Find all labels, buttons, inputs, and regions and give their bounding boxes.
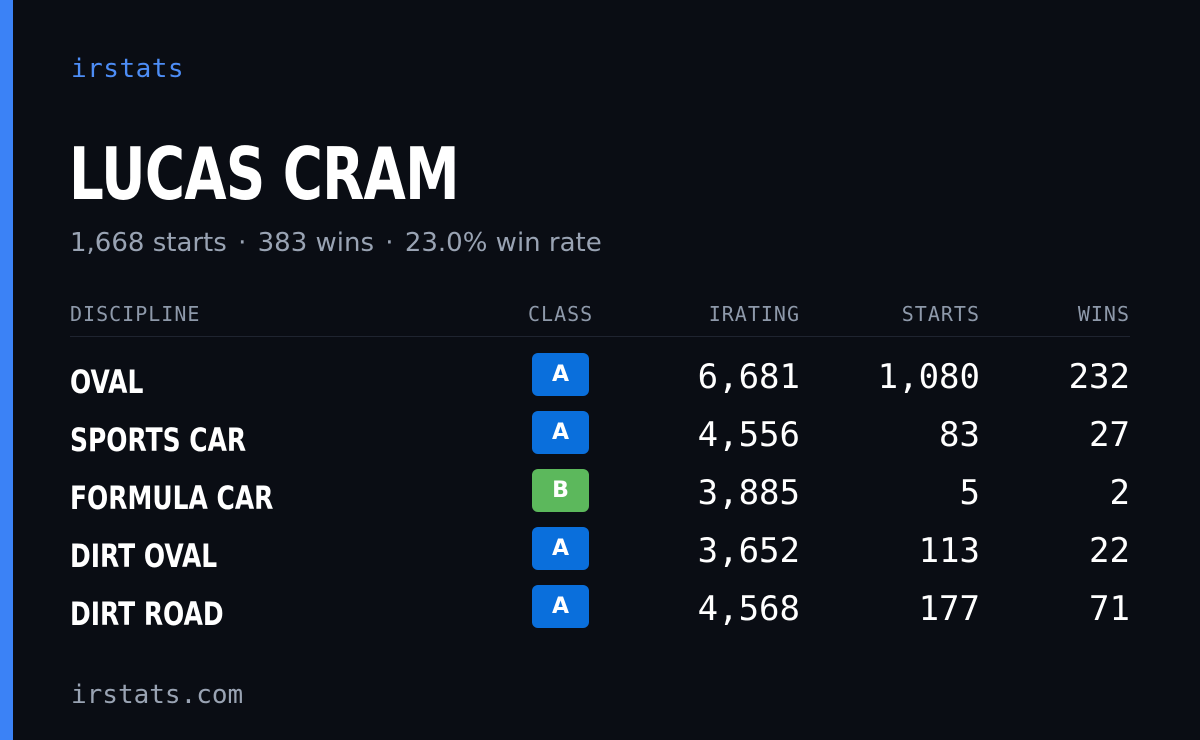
table-row: OVAL A 6,681 1,080 232 [70,353,1130,411]
starts-value: 1,080 [877,357,980,397]
header-starts: STARTS [901,302,980,326]
discipline-name: FORMULA CAR [70,479,274,517]
discipline-name: SPORTS CAR [70,421,247,459]
wins-value: 22 [1089,531,1130,571]
separator: · [385,228,394,258]
irating-value: 4,568 [697,589,800,629]
table-row: SPORTS CAR A 4,556 83 27 [70,411,1130,469]
starts-value: 177 [918,589,980,629]
class-badge: B [532,469,589,512]
irating-value: 3,652 [697,531,800,571]
starts-value: 113 [918,531,980,571]
table-row: DIRT ROAD A 4,568 177 71 [70,585,1130,643]
total-starts: 1,668 starts [70,228,227,258]
brand-logo-text[interactable]: irstats [71,54,185,84]
wins-value: 2 [1109,473,1130,513]
table-header: DISCIPLINE CLASS IRATING STARTS WINS [70,298,1130,337]
header-class: CLASS [528,302,594,326]
irating-value: 4,556 [697,415,800,455]
win-rate: 23.0% win rate [404,228,602,258]
driver-name: LUCAS CRAM [69,132,460,216]
discipline-name: DIRT ROAD [70,595,224,633]
wins-value: 71 [1089,589,1130,629]
separator: · [238,228,247,258]
class-badge: A [532,411,589,454]
table-row: DIRT OVAL A 3,652 113 22 [70,527,1130,585]
discipline-name: OVAL [70,363,144,401]
discipline-name: DIRT OVAL [70,537,218,575]
class-badge: A [532,585,589,628]
starts-value: 5 [959,473,980,513]
wins-value: 27 [1089,415,1130,455]
total-wins: 383 wins [257,228,375,258]
class-badge: A [532,353,589,396]
header-discipline: DISCIPLINE [70,302,201,326]
class-badge: A [532,527,589,570]
irating-value: 6,681 [697,357,800,397]
footer-url[interactable]: irstats.com [71,680,244,710]
starts-value: 83 [939,415,980,455]
table-row: FORMULA CAR B 3,885 5 2 [70,469,1130,527]
header-wins: WINS [1077,302,1130,326]
driver-summary: 1,668 starts · 383 wins · 23.0% win rate [70,228,602,258]
irating-value: 3,885 [697,473,800,513]
accent-bar [0,0,13,740]
discipline-table: DISCIPLINE CLASS IRATING STARTS WINS OVA… [70,298,1130,643]
wins-value: 232 [1068,357,1130,397]
header-irating: IRATING [708,302,800,326]
table-body: OVAL A 6,681 1,080 232 SPORTS CAR A 4,55… [70,353,1130,643]
